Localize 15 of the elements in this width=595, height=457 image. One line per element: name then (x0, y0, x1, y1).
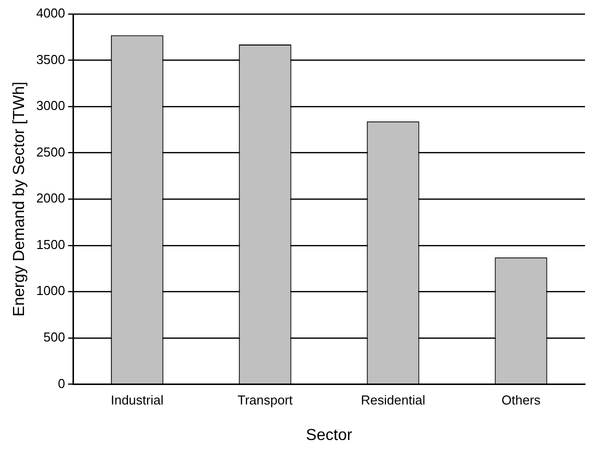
x-axis-title: Sector (306, 426, 353, 444)
y-tick-label: 500 (43, 330, 66, 345)
y-tick-label: 2000 (36, 190, 66, 206)
y-tick-label: 3000 (36, 98, 66, 114)
y-tick-label: 1000 (36, 283, 66, 298)
x-tick-label: Industrial (110, 392, 164, 408)
x-tick-label: Residential (360, 392, 426, 408)
y-tick-label: 0 (58, 376, 66, 391)
y-tick-label: 3500 (36, 52, 66, 67)
y-tick-label: 1500 (36, 236, 66, 252)
y-tick-label: 4000 (36, 6, 66, 21)
y-tick-label: 2500 (36, 144, 66, 160)
y-axis-title: Energy Demand by Sector [TWh] (11, 82, 28, 316)
x-tick-label: Transport (237, 392, 294, 408)
x-tick-label: Others (502, 392, 542, 408)
